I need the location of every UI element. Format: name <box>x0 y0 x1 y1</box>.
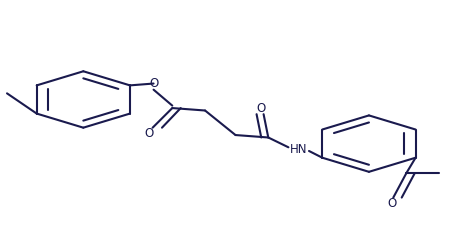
Text: O: O <box>388 197 397 210</box>
Text: HN: HN <box>290 143 308 156</box>
Text: O: O <box>149 77 158 90</box>
Text: O: O <box>144 127 154 140</box>
Text: O: O <box>257 102 266 115</box>
